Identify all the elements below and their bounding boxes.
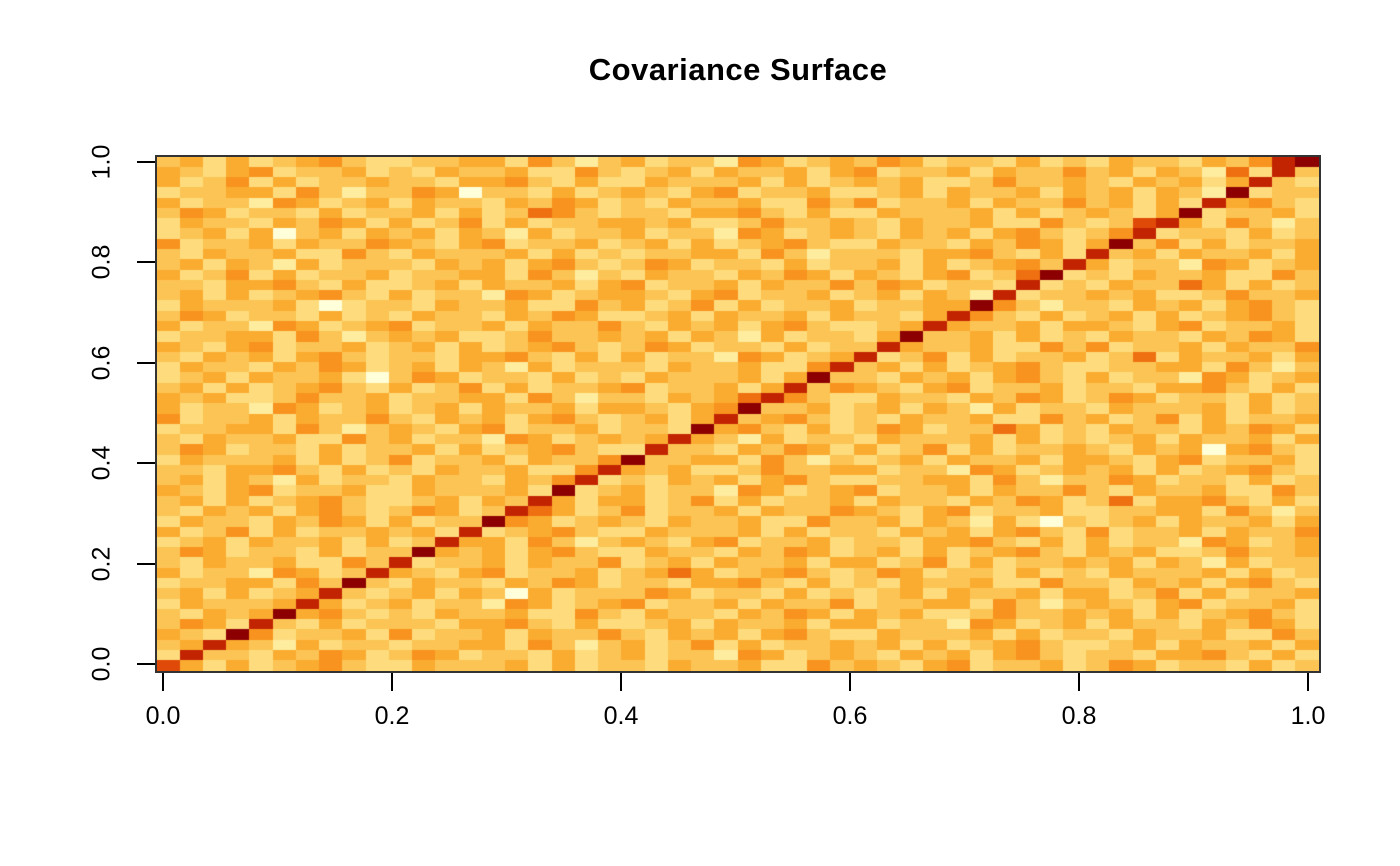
y-axis-tick xyxy=(137,161,155,163)
heatmap-plot-area xyxy=(155,155,1321,673)
y-tick-label: 1.0 xyxy=(87,144,116,180)
y-tick-label: 0.4 xyxy=(87,445,116,481)
x-axis-tick xyxy=(162,673,164,691)
x-axis-tick xyxy=(1078,673,1080,691)
x-tick-label: 0.8 xyxy=(1061,702,1097,730)
x-axis-tick xyxy=(1307,673,1309,691)
y-axis-tick xyxy=(137,261,155,264)
y-axis-tick xyxy=(137,663,155,665)
y-axis-tick xyxy=(137,562,155,565)
x-axis-tick xyxy=(391,673,393,691)
y-tick-label: 0.2 xyxy=(87,546,116,581)
heatmap-canvas xyxy=(157,157,1319,671)
x-tick-label: 0.2 xyxy=(374,702,410,730)
y-tick-label: 0.8 xyxy=(87,245,116,280)
y-axis-tick xyxy=(137,361,155,364)
x-tick-label: 1.0 xyxy=(1290,702,1326,730)
y-tick-label: 0.0 xyxy=(87,646,116,682)
x-axis-tick xyxy=(849,673,851,691)
y-axis-tick xyxy=(137,462,155,465)
y-tick-label: 0.6 xyxy=(87,345,116,381)
x-tick-label: 0.6 xyxy=(832,702,868,730)
x-tick-label: 0.0 xyxy=(145,702,181,730)
chart-title: Covariance Surface xyxy=(588,52,888,87)
x-axis-tick xyxy=(620,673,622,691)
x-tick-label: 0.4 xyxy=(603,702,639,730)
